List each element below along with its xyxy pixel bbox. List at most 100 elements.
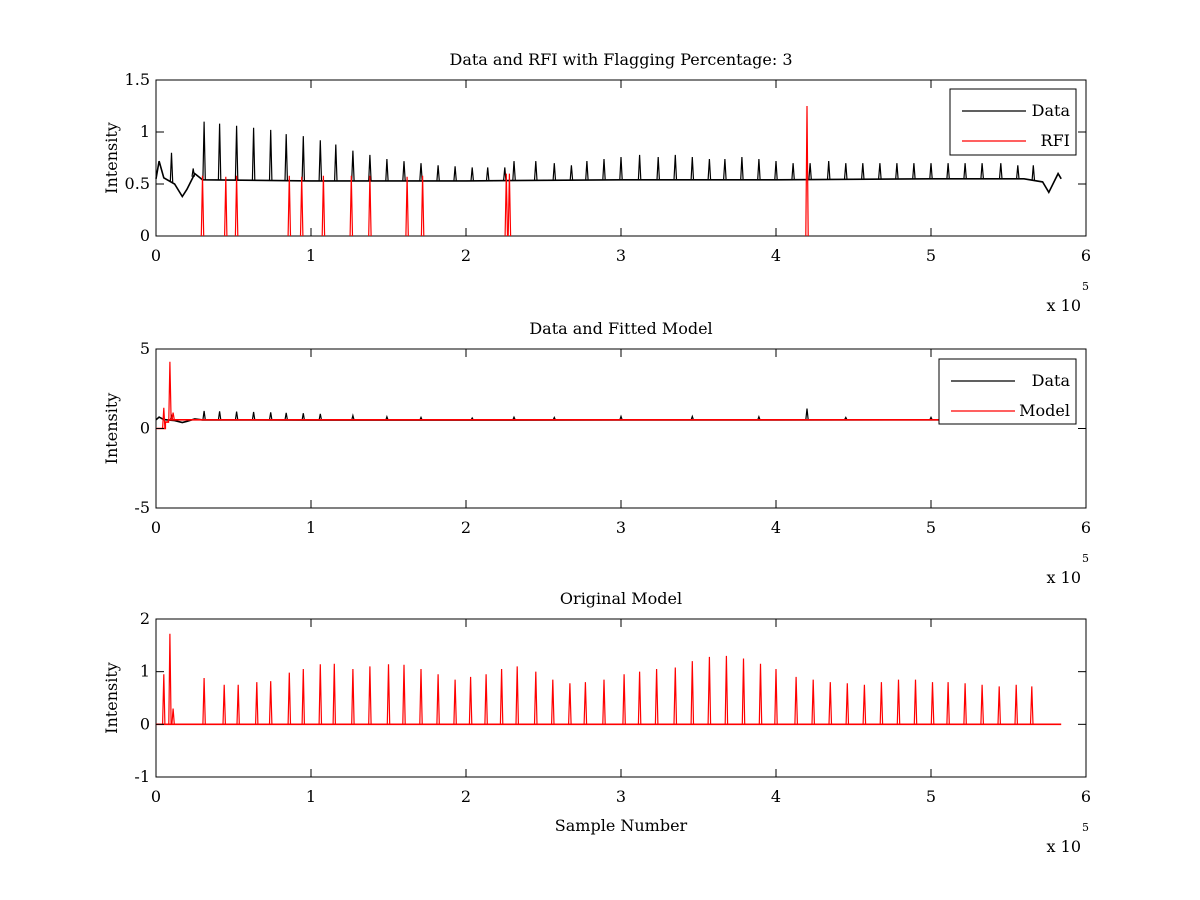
spike-point <box>723 158 727 180</box>
spike-point <box>602 158 606 181</box>
chart-title: Data and Fitted Model <box>529 319 712 338</box>
spike-point <box>774 668 778 725</box>
y-tick-label: 0 <box>140 714 150 733</box>
spike-point <box>301 413 305 421</box>
x-multiplier-exponent: 5 <box>1082 552 1089 565</box>
spike-point <box>805 408 809 420</box>
spike-point <box>171 708 175 725</box>
y-axis-label: Intensity <box>102 122 121 194</box>
x-multiplier-base: x 10 <box>1047 296 1081 315</box>
x-tick-label: 5 <box>926 246 936 265</box>
chart-panel-1: 0 1 2 3 4 5 6 0 0.5 1 1.5 Data and RFI with Flagg… <box>102 50 1091 315</box>
spike-point <box>741 658 746 725</box>
spike-point <box>402 161 406 181</box>
series-group <box>156 633 1062 726</box>
spike-point <box>234 175 239 237</box>
legend-box <box>949 88 1077 156</box>
spike-point <box>453 679 457 725</box>
spike-point <box>301 668 305 725</box>
series-model <box>156 361 1062 430</box>
spike-point <box>878 163 882 180</box>
spike-point <box>740 156 744 180</box>
spike-point <box>251 411 256 421</box>
spike-point <box>757 414 761 421</box>
spike-point <box>503 167 507 181</box>
x-tick-label: 0 <box>151 787 161 806</box>
spike-point <box>673 667 678 725</box>
spike-point <box>757 158 761 180</box>
spike-point <box>224 176 228 237</box>
spike-point <box>268 412 273 421</box>
spike-point <box>724 655 729 725</box>
spike-point <box>284 412 288 421</box>
spike-point <box>255 682 259 725</box>
x-tick-label: 5 <box>926 518 936 537</box>
x-tick-label: 6 <box>1081 246 1091 265</box>
spike-point <box>895 163 899 180</box>
spike-point <box>808 163 812 180</box>
spike-point <box>504 173 509 237</box>
x-tick-label: 1 <box>306 518 316 537</box>
spike-point <box>861 163 865 180</box>
y-tick-label: 1.5 <box>125 70 150 89</box>
spike-point <box>453 166 457 181</box>
spike-point <box>690 414 695 421</box>
spike-point <box>171 412 175 420</box>
spike-point <box>318 664 323 725</box>
x-axis-label: Sample Number <box>555 816 688 835</box>
spike-point <box>385 158 389 181</box>
x-tick-label: 0 <box>151 246 161 265</box>
spike-point <box>879 682 884 725</box>
spike-point <box>758 663 763 725</box>
spike-point <box>583 682 588 725</box>
x-multiplier-base: x 10 <box>1047 568 1081 587</box>
spike-point <box>332 663 336 725</box>
spike-point <box>805 105 809 237</box>
spike-point <box>287 175 292 237</box>
spike-point <box>351 413 355 421</box>
spike-point <box>284 134 288 181</box>
x-tick-label: 1 <box>306 787 316 806</box>
spike-point <box>385 414 389 421</box>
y-tick-label: 1 <box>140 662 150 681</box>
spike-point <box>162 674 166 725</box>
spike-point <box>318 413 323 421</box>
spike-point <box>656 156 660 180</box>
legend-label: Data <box>1032 371 1071 390</box>
legend-box <box>938 358 1077 425</box>
spike-point <box>843 163 848 180</box>
spike-point <box>222 684 226 725</box>
spike-point <box>774 161 778 180</box>
spike-point <box>707 656 712 725</box>
x-tick-label: 2 <box>461 246 471 265</box>
spike-point <box>602 679 606 725</box>
chart-title: Original Model <box>560 589 682 608</box>
spike-point <box>690 661 695 725</box>
spike-point <box>930 682 935 725</box>
x-tick-label: 3 <box>616 787 626 806</box>
spike-point <box>673 154 678 180</box>
x-tick-label: 3 <box>616 518 626 537</box>
series-group <box>155 105 1062 237</box>
spike-point <box>234 411 239 421</box>
spike-point <box>794 676 798 725</box>
spike-point <box>402 664 406 725</box>
spike-point <box>690 156 695 180</box>
spike-point <box>436 165 440 181</box>
spike-point <box>791 163 795 180</box>
x-tick-label: 4 <box>771 518 781 537</box>
x-tick-label: 4 <box>771 246 781 265</box>
spike-point <box>912 163 916 179</box>
spike-point <box>301 136 305 181</box>
series-rfi <box>200 105 809 237</box>
y-axis-label: Intensity <box>102 393 121 465</box>
x-tick-label: 1 <box>306 246 316 265</box>
spike-point <box>168 633 172 725</box>
chart-title: Data and RFI with Flagging Percentage: 3 <box>449 50 792 69</box>
spike-point <box>963 683 967 725</box>
spike-point <box>169 152 174 183</box>
spike-point <box>202 410 206 420</box>
spike-point <box>236 684 240 725</box>
spike-point <box>929 163 933 179</box>
